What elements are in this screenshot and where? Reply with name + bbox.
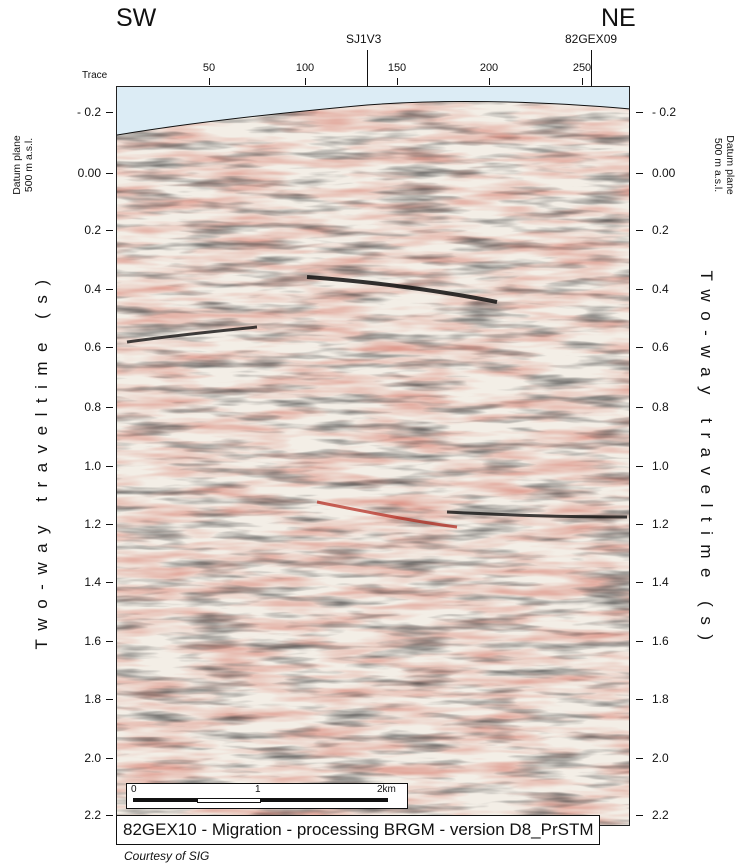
- trace-tick-mark: [397, 78, 398, 85]
- trace-tick-mark: [582, 78, 583, 85]
- time-tick-label: 1.0: [84, 459, 101, 473]
- time-tick-mark: [106, 173, 113, 174]
- trace-tick-mark: [489, 78, 490, 85]
- datum-plane-title: Datum plane: [11, 135, 23, 195]
- sw-direction-label: SW: [116, 4, 157, 32]
- scale-bar-segment-dark: [260, 798, 388, 802]
- time-tick-label: 2.0: [84, 751, 101, 765]
- time-tick-mark: [106, 524, 113, 525]
- time-tick-label: 1.0: [652, 459, 669, 473]
- time-tick-mark: [106, 230, 113, 231]
- time-tick-label: 0.00: [652, 166, 676, 180]
- time-tick-label: 0.6: [652, 340, 669, 354]
- time-tick-label: 1.8: [84, 692, 101, 706]
- time-tick-label: 0.8: [652, 400, 669, 414]
- time-tick-label: 0.4: [84, 282, 101, 296]
- scale-label: 0: [131, 784, 137, 795]
- time-tick-label: 0.2: [652, 223, 669, 237]
- time-tick-label: 0.6: [84, 340, 101, 354]
- trace-axis-title: Trace: [82, 70, 108, 81]
- trace-tick-label: 150: [387, 62, 407, 74]
- time-tick-mark: [636, 699, 643, 700]
- well-label-sj1v3: SJ1V3: [346, 32, 382, 46]
- time-tick-mark: [106, 466, 113, 467]
- trace-tick-label: 50: [202, 62, 216, 74]
- trace-tick-label: 250: [572, 62, 592, 74]
- section-caption: 82GEX10 - Migration - processing BRGM - …: [116, 815, 600, 845]
- datum-plane-label-right: Datum plane 500 m a.s.l.: [712, 135, 736, 195]
- datum-plane-label-left: Datum plane 500 m a.s.l.: [11, 135, 35, 195]
- trace-tick-mark: [209, 78, 210, 85]
- time-tick-label: 1.4: [84, 575, 101, 589]
- trace-tick-label: 100: [295, 62, 315, 74]
- seismic-section-image: [117, 87, 629, 825]
- time-tick-label: 0.8: [84, 400, 101, 414]
- well-label-82gex09: 82GEX09: [565, 32, 618, 46]
- time-tick-mark: [106, 407, 113, 408]
- ne-direction-label: NE: [601, 4, 636, 32]
- datum-plane-title: Datum plane: [724, 135, 736, 195]
- scale-label: 1: [255, 784, 261, 795]
- y-axis-title-right: Two-way traveltime (s): [697, 270, 716, 650]
- time-tick-mark: [106, 758, 113, 759]
- time-tick-mark: [636, 466, 643, 467]
- time-tick-mark: [106, 641, 113, 642]
- seismic-section: [116, 86, 630, 826]
- datum-surface-line: [117, 101, 629, 136]
- time-tick-label: 2.2: [84, 808, 101, 822]
- time-tick-mark: [636, 347, 643, 348]
- time-tick-mark: [636, 582, 643, 583]
- seismic-reflections: [117, 101, 629, 825]
- time-tick-mark: [636, 173, 643, 174]
- time-tick-mark: [636, 815, 643, 816]
- time-tick-label: 1.2: [652, 517, 669, 531]
- time-tick-mark: [636, 641, 643, 642]
- time-tick-mark: [636, 407, 643, 408]
- time-tick-label: 1.8: [652, 692, 669, 706]
- time-tick-mark: [106, 347, 113, 348]
- time-tick-mark: [636, 289, 643, 290]
- time-tick-mark: [636, 524, 643, 525]
- time-tick-mark: [106, 112, 113, 113]
- courtesy-credit: Courtesy of SIG: [124, 849, 210, 863]
- time-tick-mark: [636, 758, 643, 759]
- time-tick-label: 1.6: [652, 634, 669, 648]
- trace-tick-label: 200: [479, 62, 499, 74]
- datum-plane-elevation: 500 m a.s.l.: [712, 137, 724, 193]
- time-tick-mark: [636, 230, 643, 231]
- time-tick-label: 1.2: [84, 517, 101, 531]
- time-tick-label: 0.2: [84, 223, 101, 237]
- trace-tick-mark: [305, 78, 306, 85]
- y-axis-title-left: Two-way traveltime (s): [32, 270, 51, 650]
- time-tick-mark: [106, 582, 113, 583]
- time-tick-label: 1.6: [84, 634, 101, 648]
- scale-bar-box: 0 1 2km: [126, 783, 408, 809]
- scale-bar-segment-light: [197, 798, 261, 803]
- time-tick-label: 2.2: [652, 808, 669, 822]
- time-tick-label: 2.0: [652, 751, 669, 765]
- time-tick-label: - 0.2: [76, 105, 101, 119]
- well-marker-82gex09: [591, 50, 592, 92]
- well-marker-sj1v3: [367, 50, 368, 92]
- scale-label: 2km: [377, 784, 396, 795]
- time-tick-mark: [106, 815, 113, 816]
- time-tick-mark: [636, 112, 643, 113]
- datum-plane-elevation: 500 m a.s.l.: [23, 137, 35, 193]
- time-tick-label: 0.00: [77, 166, 101, 180]
- time-tick-mark: [106, 289, 113, 290]
- time-tick-label: 1.4: [652, 575, 669, 589]
- time-tick-mark: [106, 699, 113, 700]
- time-tick-label: 0.4: [652, 282, 669, 296]
- time-tick-label: - 0.2: [652, 105, 677, 119]
- scale-bar-segment-dark: [133, 798, 197, 802]
